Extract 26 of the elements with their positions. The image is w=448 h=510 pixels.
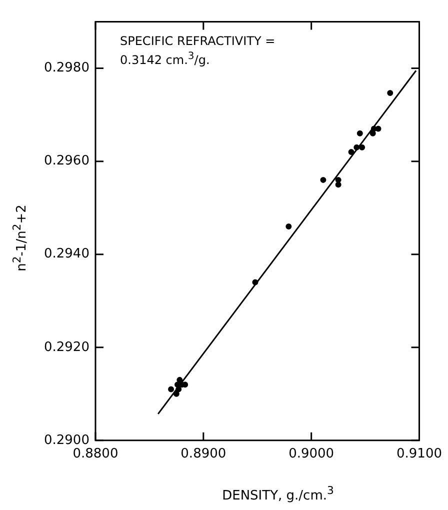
x-tick-label: 0.8900 <box>180 446 226 462</box>
point <box>387 90 394 96</box>
point <box>320 176 326 183</box>
annotation: 0.3142 cm.$^{3}$/g. <box>120 50 211 68</box>
x-tick-label: 0.9000 <box>288 446 334 462</box>
point <box>370 130 376 136</box>
y-tick-label: 0.2980 <box>44 60 90 76</box>
y-tick-label: 0.2920 <box>44 340 90 355</box>
y-tick-label: 0.2940 <box>44 246 90 262</box>
x-tick-label: 0.9100 <box>396 446 442 462</box>
point <box>286 223 292 230</box>
point <box>354 144 360 150</box>
y-tick-label: 0.2960 <box>44 154 90 169</box>
point <box>335 182 342 188</box>
point <box>252 279 258 286</box>
point <box>176 376 183 383</box>
point <box>168 386 174 392</box>
x-tick-label: 0.8800 <box>72 446 118 462</box>
x-axis-title: DENSITY, g./cm.$^{3}$ <box>221 484 335 504</box>
point <box>173 390 180 397</box>
point <box>348 149 354 156</box>
point <box>356 130 363 136</box>
annotation: SPECIFIC REFRACTIVITY = <box>120 34 276 49</box>
point <box>359 144 366 150</box>
y-tick-label: 0.2900 <box>44 432 90 448</box>
point <box>176 386 182 392</box>
